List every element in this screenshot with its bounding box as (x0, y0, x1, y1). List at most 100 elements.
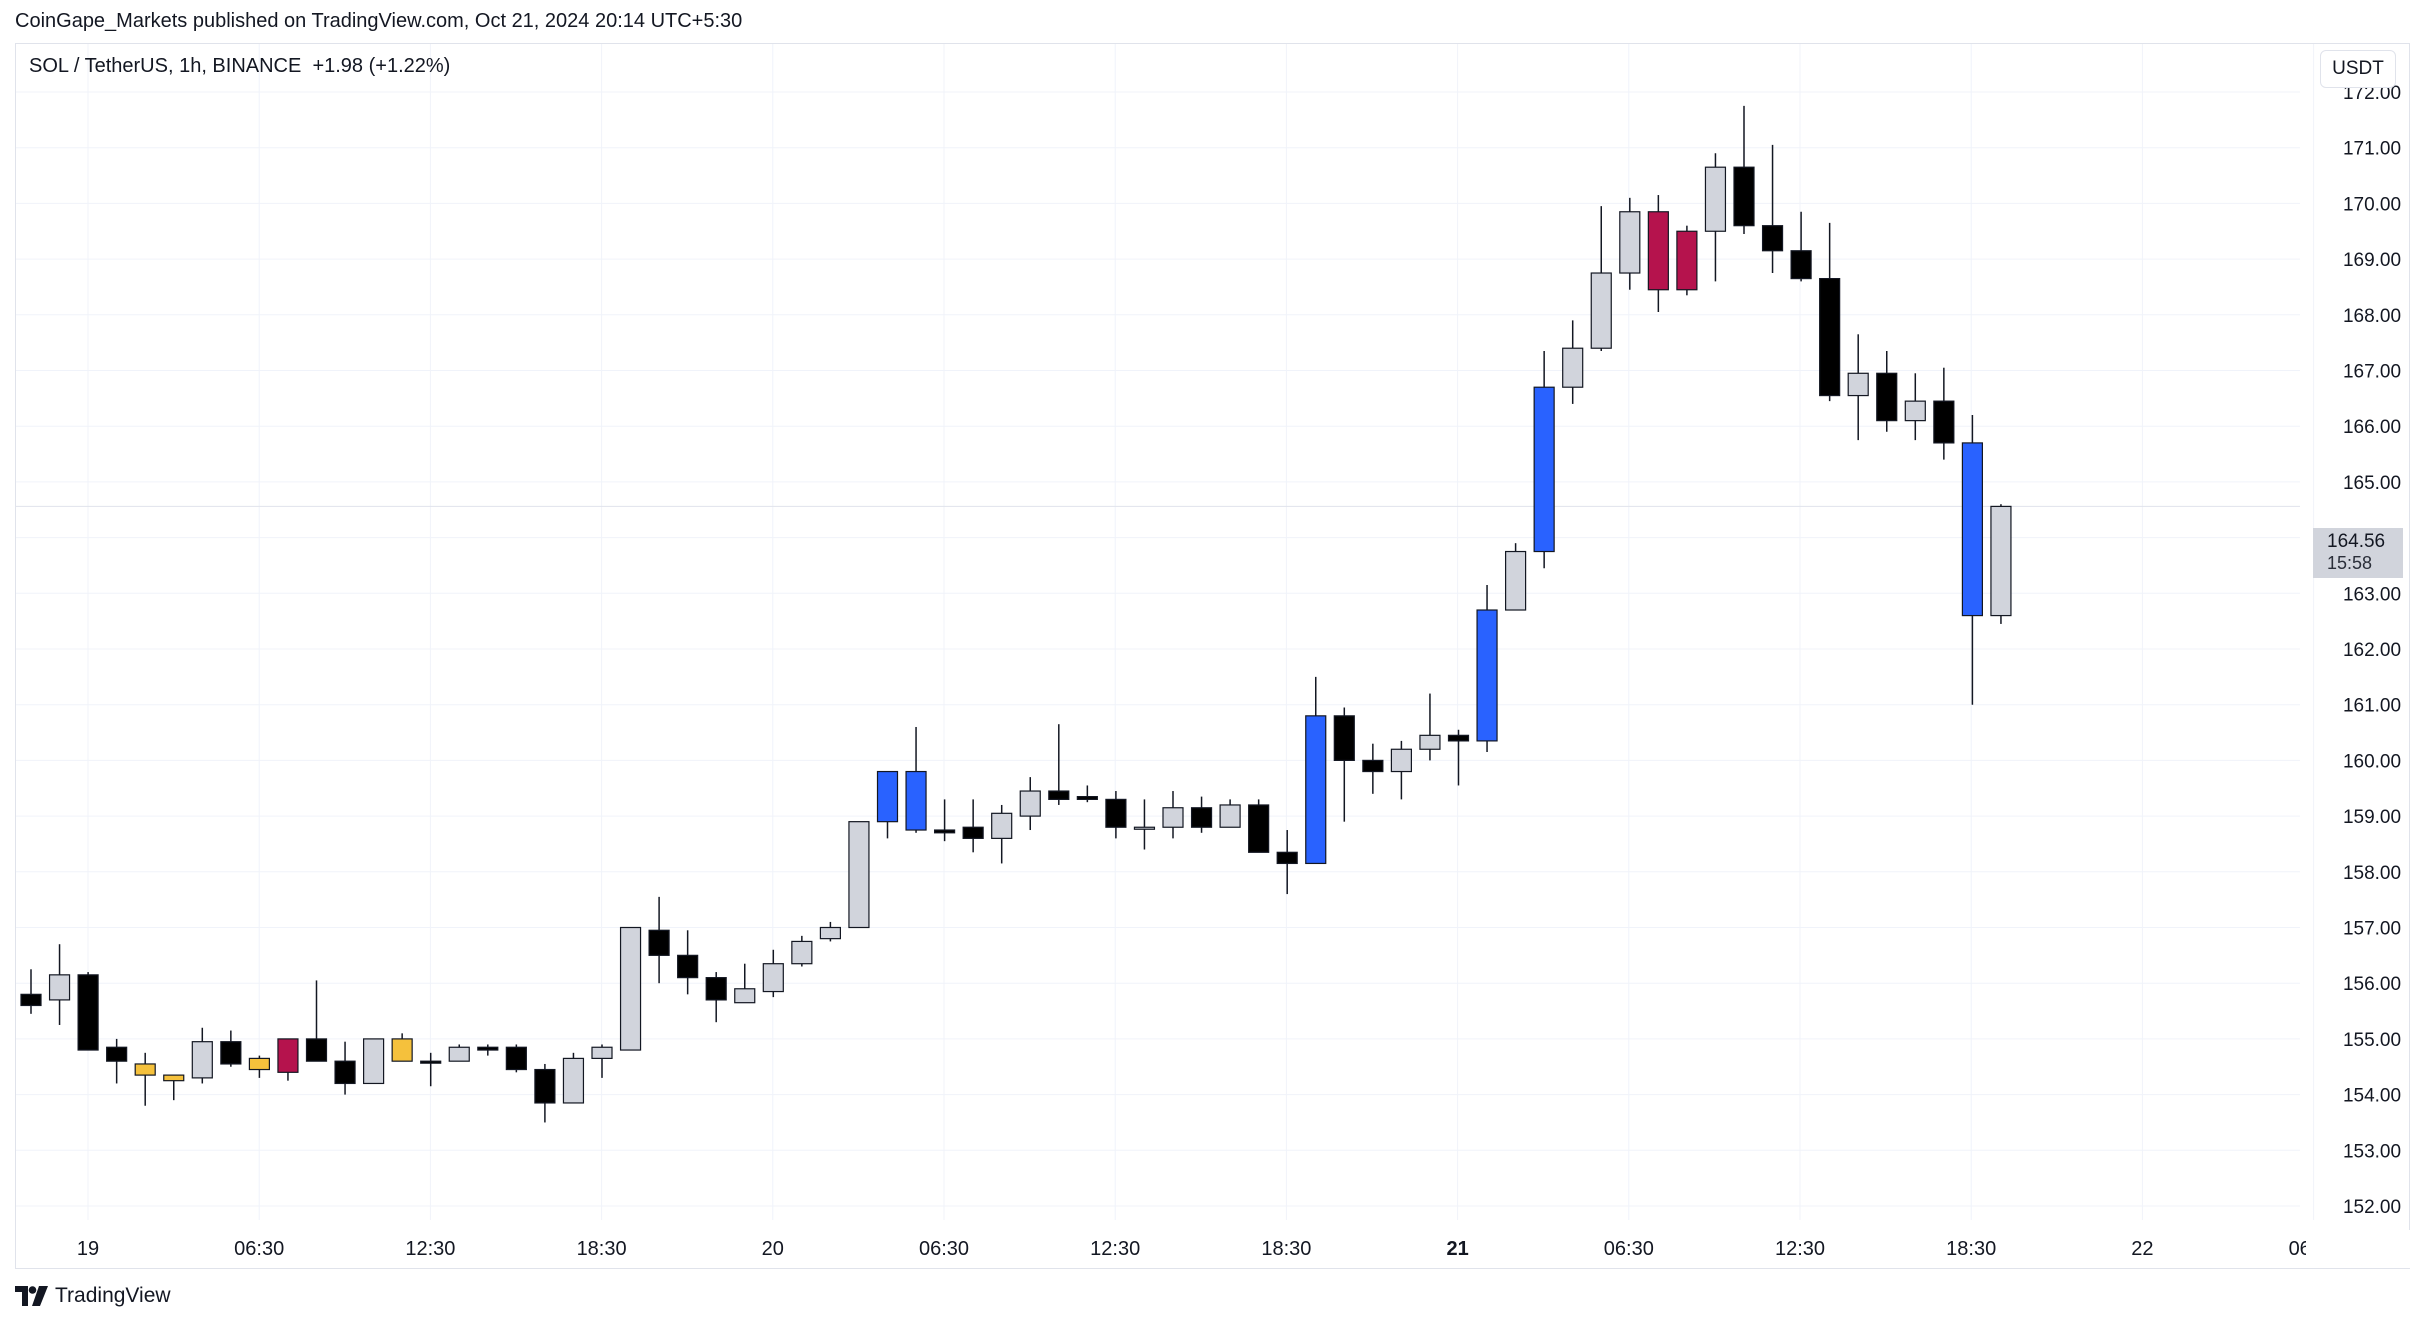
candle (248, 1055, 270, 1078)
candle (1133, 799, 1156, 850)
candle (163, 1074, 185, 1101)
candle-body (1619, 211, 1641, 274)
candle-body (1105, 798, 1127, 828)
candle-body (1876, 372, 1898, 422)
y-tick-label: 165.00 (2343, 473, 2401, 494)
candle (277, 1038, 299, 1081)
candle-body (391, 1038, 413, 1062)
candle (420, 1052, 442, 1087)
candle-body (1790, 250, 1812, 280)
y-tick-label: 159.00 (2343, 807, 2401, 828)
candle (677, 930, 699, 995)
y-tick-label: 168.00 (2343, 306, 2401, 327)
candle (791, 935, 813, 967)
candle (1076, 785, 1098, 803)
y-tick-label: 171.00 (2343, 139, 2401, 160)
candle (1305, 676, 1327, 865)
candle-body (1733, 166, 1755, 227)
candle (1647, 195, 1669, 313)
candle (1590, 206, 1612, 352)
y-tick-label: 166.00 (2343, 417, 2401, 438)
candle-body (762, 963, 784, 993)
candle-body (791, 940, 813, 965)
candle (20, 969, 42, 1014)
candle-body (1847, 372, 1869, 397)
candle (991, 804, 1013, 864)
candle (905, 726, 927, 833)
candle-body (619, 926, 642, 1051)
candle-body (819, 926, 842, 940)
candle-body (1990, 505, 2012, 617)
x-tick-label: 18:30 (1946, 1238, 1996, 1260)
last-price-tag: 164.56 15:58 (2313, 528, 2403, 578)
candle (1876, 351, 1898, 432)
candle-body (1476, 609, 1498, 742)
y-tick-label: 170.00 (2343, 194, 2401, 215)
candle (1847, 334, 1869, 441)
candle-body (1390, 748, 1413, 773)
candle (363, 1038, 385, 1085)
grid-lines (16, 44, 2315, 1220)
candle (1790, 211, 1812, 282)
candle (734, 963, 756, 1004)
candle (1447, 729, 1470, 786)
candle (477, 1044, 499, 1056)
candle (1419, 693, 1441, 761)
candle (876, 770, 899, 839)
candle-body (1133, 826, 1156, 830)
candle (305, 980, 328, 1062)
candle (1819, 222, 1841, 402)
y-tick-label: 152.00 (2343, 1197, 2401, 1218)
candle-body (905, 770, 927, 831)
candle-body (163, 1074, 185, 1082)
candle-body (106, 1046, 128, 1062)
candle-body (20, 993, 42, 1007)
candle-body (1162, 807, 1184, 828)
candle-body (1076, 796, 1098, 800)
candle (1248, 799, 1270, 853)
y-tick-label: 172.00 (2343, 83, 2401, 104)
last-price: 164.56 (2327, 531, 2386, 552)
candle (591, 1044, 613, 1078)
y-tick-label: 163.00 (2343, 584, 2401, 605)
candle-body (933, 829, 956, 834)
candle (619, 926, 642, 1051)
time-axis: 19 06:30 12:30 18:30 20 06:30 12:30 18:30 21 06:3… (77, 1230, 2410, 1268)
candle-body (48, 974, 71, 1001)
x-tick-label: 12:30 (1775, 1238, 1825, 1260)
candle-body (962, 826, 984, 839)
y-tick-label: 169.00 (2343, 250, 2401, 271)
candle (505, 1044, 527, 1073)
candle-body (591, 1046, 613, 1059)
candle-body (1562, 347, 1584, 388)
candle (220, 1030, 242, 1067)
candle-body (1704, 166, 1727, 232)
candle-body (848, 821, 870, 929)
candle (77, 972, 99, 1051)
candle (1190, 796, 1213, 833)
candle-body (77, 974, 99, 1051)
candle (534, 1063, 556, 1123)
x-tick-label: 18:30 (577, 1238, 627, 1260)
candle (1019, 777, 1041, 831)
candle-body (220, 1041, 242, 1065)
candle-body (1961, 442, 1984, 617)
candle (1362, 743, 1384, 794)
tradingview-brand: TradingView (55, 1284, 171, 1307)
candle-body (1276, 851, 1298, 865)
candle (1676, 225, 1698, 296)
candles (20, 105, 2012, 1123)
tradingview-logo[interactable]: TradingView (15, 1284, 171, 1308)
candle (1476, 584, 1498, 753)
candle-body (134, 1063, 156, 1076)
candle-body (734, 988, 756, 1004)
y-tick-label: 158.00 (2343, 863, 2401, 884)
bar-countdown: 15:58 (2327, 553, 2373, 573)
symbol-legend[interactable]: SOL / TetherUS, 1h, BINANCE +1.98 (+1.22… (29, 55, 451, 77)
currency-button[interactable]: USDT (2320, 50, 2396, 88)
candle-body (477, 1046, 499, 1051)
candle-body (363, 1038, 385, 1085)
candle (1961, 415, 1984, 705)
candle (1761, 144, 1784, 274)
